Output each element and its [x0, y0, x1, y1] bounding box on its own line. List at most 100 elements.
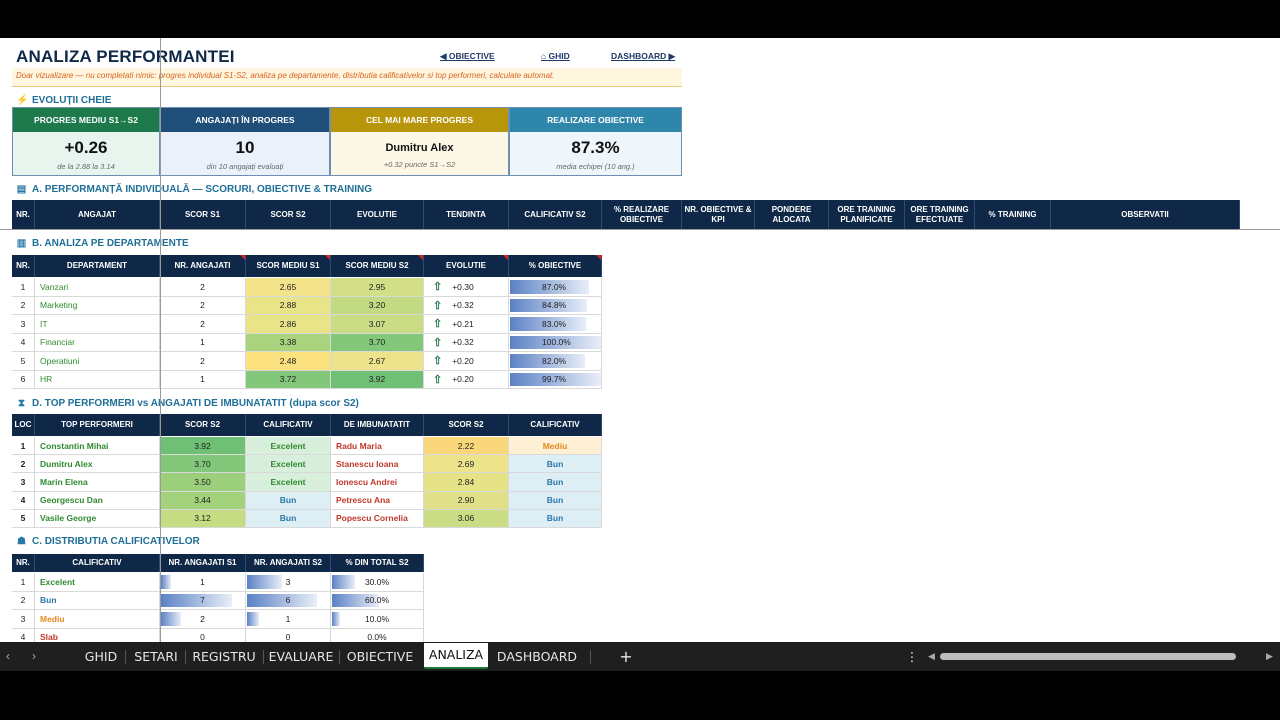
row-number[interactable]: 6 — [12, 370, 35, 389]
objective-percent-cell[interactable]: 100.0% — [509, 333, 602, 352]
column-header[interactable]: % REALIZARE OBIECTIVE — [602, 200, 682, 229]
score-s2[interactable]: 2.67 — [331, 352, 424, 371]
add-sheet-button[interactable]: + — [619, 647, 633, 666]
top-performer-name[interactable]: Georgescu Dan — [35, 491, 160, 510]
column-header[interactable]: SCOR S2 — [160, 414, 246, 436]
improve-rating[interactable]: Mediu — [509, 437, 602, 456]
column-header[interactable]: CALIFICATIV — [246, 414, 331, 436]
top-score[interactable]: 3.50 — [160, 473, 246, 492]
objective-percent-cell[interactable]: 87.0% — [509, 278, 602, 297]
evolution-cell[interactable]: ⇧ +0.21 — [424, 315, 509, 334]
column-header[interactable]: DEPARTAMENT — [35, 255, 160, 277]
row-number[interactable]: 2 — [12, 591, 35, 610]
improve-score[interactable]: 2.69 — [424, 455, 509, 474]
distribution-cell[interactable]: 1 — [160, 573, 246, 592]
improve-name[interactable]: Petrescu Ana — [331, 491, 424, 510]
row-number[interactable]: 3 — [12, 610, 35, 629]
improve-score[interactable]: 2.90 — [424, 491, 509, 510]
score-s2[interactable]: 3.92 — [331, 370, 424, 389]
improve-name[interactable]: Ionescu Andrei — [331, 473, 424, 492]
horizontal-scrollbar[interactable] — [940, 653, 1236, 660]
row-number[interactable]: 1 — [12, 573, 35, 592]
nav-dashboard-link[interactable]: DASHBOARD ▶ — [611, 51, 676, 61]
evolution-cell[interactable]: ⇧ +0.32 — [424, 296, 509, 315]
column-header[interactable]: TENDINTA — [424, 200, 509, 229]
sheet-tab[interactable]: EVALUARE — [268, 649, 334, 664]
evolution-cell[interactable]: ⇧ +0.20 — [424, 370, 509, 389]
distribution-cell[interactable]: 6 — [246, 591, 331, 610]
distribution-cell[interactable]: 1 — [246, 610, 331, 629]
top-performer-name[interactable]: Marin Elena — [35, 473, 160, 492]
rating-name[interactable]: Bun — [35, 591, 160, 610]
employee-count[interactable]: 2 — [160, 352, 246, 371]
distribution-cell[interactable]: 0.0% — [331, 628, 424, 642]
evolution-cell[interactable]: ⇧ +0.32 — [424, 333, 509, 352]
top-performer-name[interactable]: Dumitru Alex — [35, 455, 160, 474]
score-s2[interactable]: 3.70 — [331, 333, 424, 352]
improve-rating[interactable]: Bun — [509, 509, 602, 528]
department-name[interactable]: Vanzari — [35, 278, 160, 297]
column-header[interactable]: SCOR S2 — [424, 414, 509, 436]
scroll-right-arrow[interactable]: ▶ — [1266, 651, 1273, 661]
top-performer-name[interactable]: Vasile George — [35, 509, 160, 528]
nav-objective-link[interactable]: ◀ OBIECTIVE — [440, 51, 495, 61]
objective-percent-cell[interactable]: 82.0% — [509, 352, 602, 371]
department-name[interactable]: HR — [35, 370, 160, 389]
score-s1[interactable]: 2.65 — [246, 278, 331, 297]
top-score[interactable]: 3.70 — [160, 455, 246, 474]
score-s1[interactable]: 2.86 — [246, 315, 331, 334]
score-s2[interactable]: 3.20 — [331, 296, 424, 315]
column-header[interactable]: OBSERVATII — [1051, 200, 1240, 229]
rank[interactable]: 5 — [12, 509, 35, 528]
score-s1[interactable]: 2.88 — [246, 296, 331, 315]
objective-percent-cell[interactable]: 83.0% — [509, 315, 602, 334]
row-number[interactable]: 3 — [12, 315, 35, 334]
improve-name[interactable]: Radu Maria — [331, 437, 424, 456]
objective-percent-cell[interactable]: 84.8% — [509, 296, 602, 315]
distribution-cell[interactable]: 2 — [160, 610, 246, 629]
column-header[interactable]: ORE TRAINING PLANIFICATE — [829, 200, 905, 229]
row-number[interactable]: 4 — [12, 628, 35, 642]
column-header[interactable]: CALIFICATIV — [35, 554, 160, 572]
column-header[interactable]: DE IMBUNATATIT — [331, 414, 424, 436]
score-s1[interactable]: 2.48 — [246, 352, 331, 371]
column-header[interactable]: SCOR S1 — [160, 200, 246, 229]
top-rating[interactable]: Excelent — [246, 473, 331, 492]
distribution-cell[interactable]: 60.0% — [331, 591, 424, 610]
rank[interactable]: 1 — [12, 437, 35, 456]
column-header[interactable]: CALIFICATIV — [509, 414, 602, 436]
column-header[interactable]: SCOR MEDIU S2 — [331, 255, 424, 277]
department-name[interactable]: Operatiuni — [35, 352, 160, 371]
sheet-tab[interactable]: GHID — [84, 649, 118, 664]
column-header[interactable]: LOC — [12, 414, 35, 436]
row-number[interactable]: 2 — [12, 296, 35, 315]
employee-count[interactable]: 2 — [160, 315, 246, 334]
evolution-cell[interactable]: ⇧ +0.30 — [424, 278, 509, 297]
top-rating[interactable]: Excelent — [246, 455, 331, 474]
improve-name[interactable]: Stanescu Ioana — [331, 455, 424, 474]
sheet-tab[interactable]: SETARI — [134, 649, 178, 664]
distribution-cell[interactable]: 3 — [246, 573, 331, 592]
sheet-tab[interactable]: OBIECTIVE — [346, 649, 414, 664]
tab-next-arrow[interactable]: › — [32, 649, 36, 663]
improve-rating[interactable]: Bun — [509, 491, 602, 510]
distribution-cell[interactable]: 30.0% — [331, 573, 424, 592]
distribution-cell[interactable]: 0 — [246, 628, 331, 642]
row-number[interactable]: 1 — [12, 278, 35, 297]
employee-count[interactable]: 2 — [160, 278, 246, 297]
improve-score[interactable]: 3.06 — [424, 509, 509, 528]
top-rating[interactable]: Excelent — [246, 437, 331, 456]
department-name[interactable]: Marketing — [35, 296, 160, 315]
row-number[interactable]: 4 — [12, 333, 35, 352]
column-header[interactable]: NR. — [12, 255, 35, 277]
employee-count[interactable]: 2 — [160, 296, 246, 315]
distribution-cell[interactable]: 7 — [160, 591, 246, 610]
column-header[interactable]: ANGAJAT — [35, 200, 160, 229]
column-header[interactable]: TOP PERFORMERI — [35, 414, 160, 436]
column-header[interactable]: EVOLUTIE — [331, 200, 424, 229]
improve-score[interactable]: 2.84 — [424, 473, 509, 492]
column-header[interactable]: SCOR MEDIU S1 — [246, 255, 331, 277]
column-header[interactable]: NR. — [12, 554, 35, 572]
rank[interactable]: 3 — [12, 473, 35, 492]
department-name[interactable]: Financiar — [35, 333, 160, 352]
